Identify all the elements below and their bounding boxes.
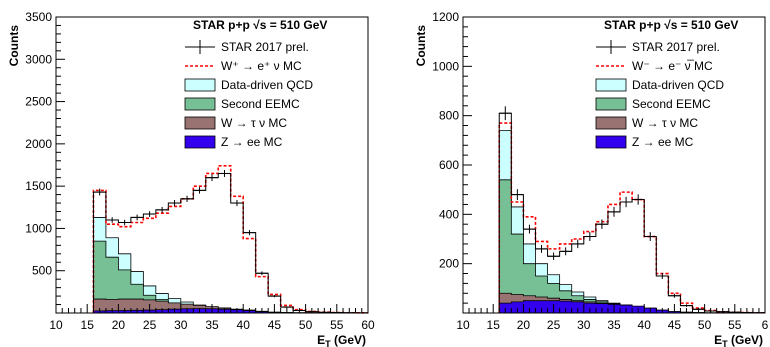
x-axis-title-unit: (GeV) <box>728 333 763 347</box>
legend-label: W⁻ → e⁻ ν̅ MC <box>632 59 713 73</box>
y-tick-label: 400 <box>439 207 459 221</box>
y-tick-label: 2000 <box>25 137 52 151</box>
y-tick-label: 1000 <box>25 221 52 235</box>
legend-fill-swatch <box>184 135 216 149</box>
x-tick-label: 6 <box>762 318 769 332</box>
legend-label: Second EEMC <box>221 97 300 111</box>
x-tick-label: 50 <box>698 318 712 332</box>
legend-label: Second EEMC <box>632 97 711 111</box>
x-tick-label: 25 <box>547 318 561 332</box>
y-axis-title: Counts <box>414 25 428 67</box>
legend-label: Z → ee MC <box>632 135 694 149</box>
x-tick-label: 15 <box>487 318 501 332</box>
x-axis-title-main: E <box>317 333 325 347</box>
legend-label: Data-driven QCD <box>221 78 313 92</box>
y-tick-label: 200 <box>439 257 459 271</box>
y-tick-label: 3500 <box>25 10 52 24</box>
mc-signal-line <box>498 122 765 314</box>
x-tick-label: 35 <box>205 318 219 332</box>
y-tick-label: 2500 <box>25 95 52 109</box>
y-axis-title: Counts <box>7 25 21 67</box>
legend-title: STAR p+p √s = 510 GeV <box>193 18 327 32</box>
y-tick-label: 1000 <box>432 59 459 73</box>
y-tick-label: 500 <box>32 264 52 278</box>
x-axis-title: ET (GeV) <box>714 333 763 347</box>
y-tick-label: 600 <box>439 158 459 172</box>
y-tick-label: 800 <box>439 109 459 123</box>
legend-fill-swatch <box>595 78 627 92</box>
legend-title: STAR p+p √s = 510 GeV <box>604 18 738 32</box>
legend-fill-swatch <box>184 116 216 130</box>
legend-label: Z → ee MC <box>221 135 283 149</box>
x-tick-label: 15 <box>81 318 95 332</box>
x-tick-label: 20 <box>517 318 531 332</box>
y-tick-label: 1500 <box>25 179 52 193</box>
x-tick-label: 45 <box>268 318 282 332</box>
x-tick-label: 40 <box>638 318 652 332</box>
panel-2: 10 15 20 25 30 35 40 45 50 55 6 200 400 600 800 1000 120… <box>414 10 769 347</box>
x-axis-title-main: E <box>714 333 722 347</box>
legend-label: W⁺ → e⁺ ν MC <box>221 59 302 73</box>
x-tick-label: 10 <box>49 318 63 332</box>
legend-fill-swatch <box>595 135 627 149</box>
x-axis-title: ET (GeV) <box>317 333 366 347</box>
legend-fill-swatch <box>595 97 627 111</box>
y-tick-label: 3000 <box>25 52 52 66</box>
x-tick-label: 25 <box>143 318 157 332</box>
panel-1: 10 15 20 25 30 35 40 45 50 55 60 500 1000 1500 2000 250… <box>7 10 375 347</box>
legend-label: W → τ ν MC <box>632 116 698 130</box>
legend-fill-swatch <box>184 97 216 111</box>
legend-fill-swatch <box>595 116 627 130</box>
x-axis-title-unit: (GeV) <box>331 333 366 347</box>
x-tick-label: 35 <box>607 318 621 332</box>
legend-label: W → τ ν MC <box>221 116 287 130</box>
x-tick-label: 30 <box>577 318 591 332</box>
x-tick-label: 50 <box>299 318 313 332</box>
x-tick-label: 55 <box>728 318 742 332</box>
legend-label: Data-driven QCD <box>632 78 724 92</box>
x-tick-label: 40 <box>237 318 251 332</box>
x-tick-label: 45 <box>668 318 682 332</box>
legend-label: STAR 2017 prel. <box>632 40 720 54</box>
x-tick-label: 55 <box>330 318 344 332</box>
legend-label: STAR 2017 prel. <box>221 40 309 54</box>
y-tick-label: 1200 <box>432 10 459 24</box>
x-axis-title-sub: T <box>722 339 728 347</box>
x-tick-label: 10 <box>456 318 470 332</box>
x-tick-label: 60 <box>361 318 375 332</box>
legend-fill-swatch <box>184 78 216 92</box>
x-tick-label: 20 <box>112 318 126 332</box>
x-tick-label: 30 <box>174 318 188 332</box>
x-axis-title-sub: T <box>325 339 331 347</box>
